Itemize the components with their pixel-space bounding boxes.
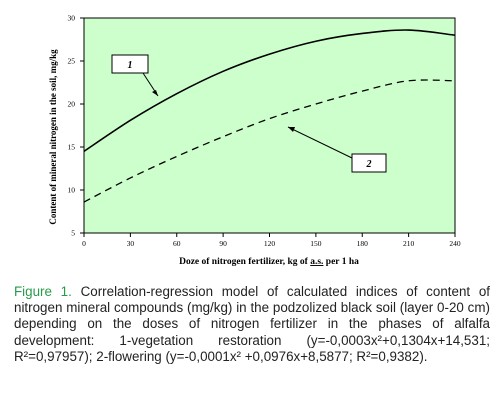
y-tick-label: 25 — [68, 57, 76, 66]
series-1-arrowhead — [152, 90, 158, 96]
x-tick-label: 240 — [449, 239, 461, 248]
x-tick-label: 90 — [219, 239, 227, 248]
series-1-line — [83, 29, 456, 152]
figure-label: Figure 1. — [14, 284, 72, 299]
figure-caption: Figure 1. Correlation-regression model o… — [14, 284, 490, 365]
series-2-label-arrow — [287, 126, 353, 159]
y-tick-label: 30 — [68, 14, 76, 23]
x-tick-label: 60 — [173, 239, 181, 248]
x-tick-label: 150 — [310, 239, 322, 248]
y-axis-ticks: 5 10 15 20 25 30 — [68, 14, 84, 238]
series-1-label: 1 — [128, 60, 133, 71]
chart: 5 10 15 20 25 30 0 30 60 90 120 150 180 210 240 1 2 D… — [48, 14, 461, 268]
y-tick-label: 10 — [68, 186, 76, 195]
y-tick-label: 15 — [68, 143, 76, 152]
plot-area — [83, 17, 456, 234]
y-tick-label: 5 — [71, 229, 75, 238]
x-tick-label: 120 — [264, 239, 276, 248]
series-2-label-box: 2 — [287, 126, 387, 173]
x-axis-label: Doze of nitrogen fertilizer, kg of a.s. … — [179, 257, 359, 267]
series-2-label: 2 — [366, 159, 372, 170]
x-tick-label: 0 — [82, 239, 86, 248]
series-2-arrowhead — [288, 127, 295, 132]
x-tick-label: 30 — [127, 239, 135, 248]
x-tick-label: 180 — [357, 239, 369, 248]
x-tick-label: 210 — [403, 239, 415, 248]
y-tick-label: 20 — [68, 100, 76, 109]
series-group — [83, 29, 456, 203]
figure-caption-text: Correlation-regression model of calculat… — [14, 284, 491, 364]
series-1-label-box: 1 — [111, 54, 159, 97]
y-axis-label: Content of mineral nitrogen in the soil,… — [48, 49, 58, 225]
x-axis-ticks: 0 30 60 90 120 150 180 210 240 — [82, 233, 461, 248]
